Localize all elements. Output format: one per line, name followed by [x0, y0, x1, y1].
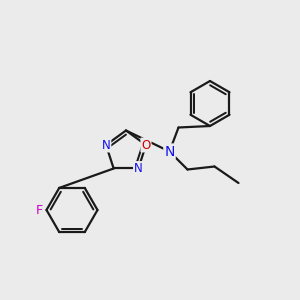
Text: F: F — [35, 203, 43, 217]
Text: N: N — [102, 139, 110, 152]
Text: O: O — [141, 139, 151, 152]
Text: N: N — [164, 145, 175, 158]
Text: N: N — [134, 162, 143, 175]
